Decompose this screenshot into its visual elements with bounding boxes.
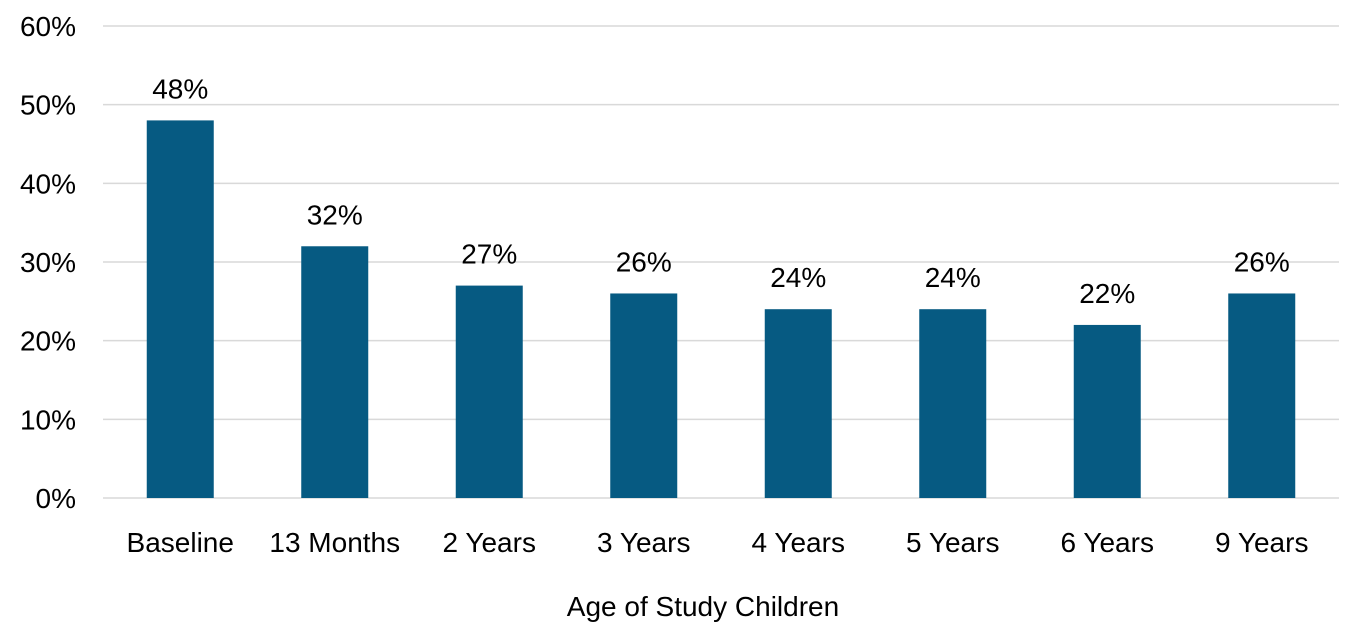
x-tick-label: 3 Years (597, 527, 690, 558)
x-tick-label: 5 Years (906, 527, 999, 558)
x-tick-label: Baseline (127, 527, 234, 558)
y-axis-tick-labels: 0% 10% 20% 30% 40% 50% 60% (20, 11, 76, 514)
x-tick-label: 13 Months (269, 527, 400, 558)
x-axis-tick-labels: Baseline 13 Months 2 Years 3 Years 4 Years 5 … (127, 527, 1309, 558)
data-label: 26% (616, 246, 672, 277)
data-label: 22% (1079, 278, 1135, 309)
x-axis-title: Age of Study Children (567, 591, 839, 622)
y-tick-label: 0% (36, 483, 76, 514)
y-tick-label: 20% (20, 326, 76, 357)
x-tick-label: 9 Years (1215, 527, 1308, 558)
data-label: 26% (1234, 246, 1290, 277)
y-tick-label: 10% (20, 404, 76, 435)
bar (146, 120, 214, 499)
bars (146, 120, 1296, 499)
data-label: 32% (307, 199, 363, 230)
data-labels: 48% 32% 27% 26% 24% 24% 22% 26% (152, 73, 1290, 309)
bar (1228, 293, 1296, 498)
bar (919, 309, 987, 498)
bar (610, 293, 678, 498)
bar (455, 285, 523, 498)
y-tick-label: 40% (20, 168, 76, 199)
data-label: 27% (461, 239, 517, 270)
y-tick-label: 30% (20, 247, 76, 278)
bar (1073, 324, 1141, 498)
bar (301, 246, 369, 498)
gridlines (103, 25, 1339, 499)
data-label: 24% (925, 262, 981, 293)
bar (764, 309, 832, 498)
data-label: 24% (770, 262, 826, 293)
x-tick-label: 4 Years (752, 527, 845, 558)
x-tick-label: 6 Years (1061, 527, 1154, 558)
data-label: 48% (152, 73, 208, 104)
y-tick-label: 60% (20, 11, 76, 42)
y-tick-label: 50% (20, 90, 76, 121)
x-tick-label: 2 Years (443, 527, 536, 558)
